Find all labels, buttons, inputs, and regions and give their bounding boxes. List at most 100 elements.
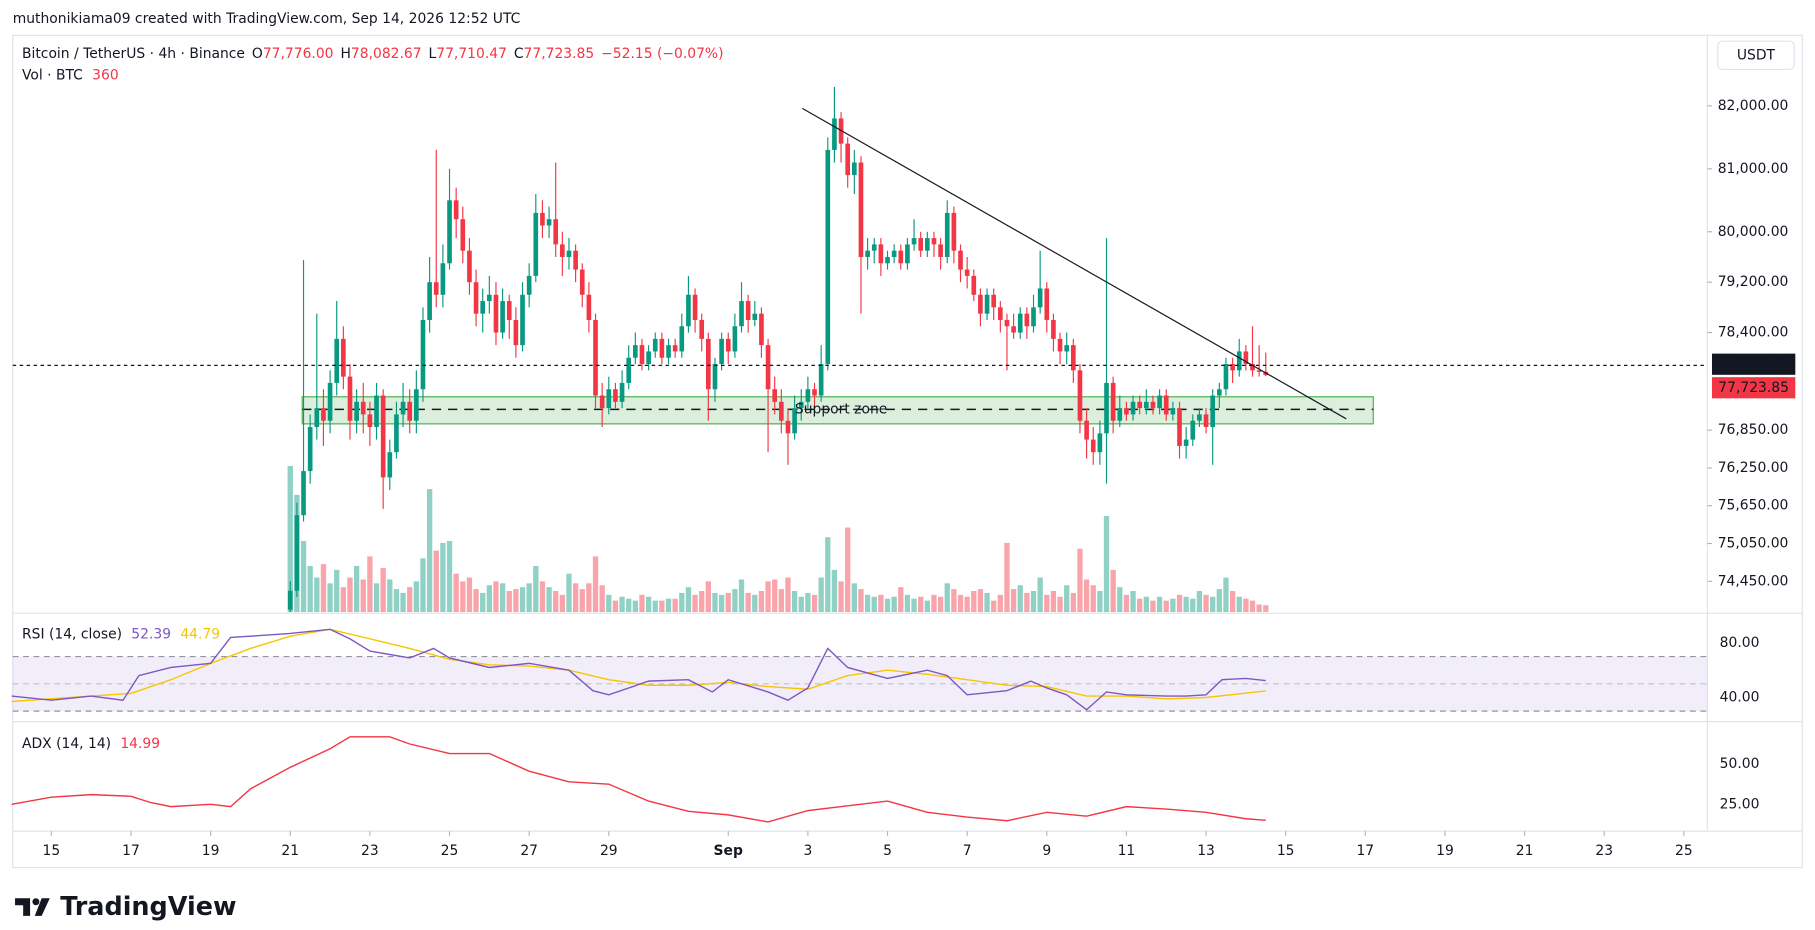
candle-body <box>779 401 784 421</box>
adx-line <box>11 736 1266 823</box>
candle-body <box>566 250 572 257</box>
candle-body <box>858 162 864 257</box>
volume-bar <box>659 600 665 613</box>
volume-bar <box>971 591 977 613</box>
volume-bar <box>407 587 413 613</box>
x-tick-label: 21 <box>281 843 299 859</box>
volume-bar <box>340 587 347 613</box>
candle-body <box>898 250 904 264</box>
volume-bar <box>997 594 1003 613</box>
x-tick-label: 15 <box>1277 843 1295 859</box>
candle-body <box>1011 326 1016 333</box>
volume-bar <box>473 589 479 613</box>
volume-bar <box>1190 598 1196 613</box>
adx-tick-label: 50.00 <box>1720 756 1760 772</box>
volume-bar <box>818 577 824 613</box>
candle-body <box>540 212 545 226</box>
volume-bar <box>1090 585 1096 613</box>
candle-body <box>593 319 598 396</box>
candle-body <box>825 149 831 365</box>
volume-bar <box>758 591 765 613</box>
last-price-label: 77,723.85 <box>1718 380 1789 396</box>
candle-body <box>692 294 698 320</box>
volume-bar <box>811 594 818 613</box>
volume-bar <box>1137 598 1143 613</box>
candle-body <box>1017 313 1023 333</box>
x-tick-label: 15 <box>43 843 61 859</box>
candle-body <box>878 244 884 264</box>
y-tick-label: 74,450.00 <box>1718 573 1789 589</box>
volume-bar <box>884 598 891 613</box>
volume-bar <box>486 585 492 613</box>
volume-bar <box>1223 577 1229 613</box>
candle-body <box>314 408 320 428</box>
volume-bar <box>1103 516 1110 613</box>
adx-legend: ADX (14, 14) 14.99 <box>22 736 160 752</box>
volume-bar <box>586 583 592 613</box>
candle-body <box>984 294 990 314</box>
candle-body <box>599 395 605 409</box>
adx-last: 14.99 <box>120 736 160 752</box>
candle-body <box>852 162 857 176</box>
volume-bar <box>572 583 579 613</box>
volume-bar <box>420 558 426 613</box>
candle-body <box>1256 370 1262 372</box>
volume-bar <box>977 589 984 613</box>
currency[interactable]: USDT <box>1737 47 1776 63</box>
candle-body <box>1037 288 1043 308</box>
volume-bar <box>1004 542 1010 613</box>
candle-body <box>1110 382 1116 421</box>
volume-bar <box>984 592 990 613</box>
legend-field-value: 78,082.67 <box>351 46 422 62</box>
volume-bar <box>373 583 380 613</box>
candle-body <box>506 301 512 320</box>
volume-bar <box>426 489 433 613</box>
volume-bar <box>1229 591 1236 613</box>
volume-bar <box>1163 600 1169 613</box>
volume-bar <box>951 589 957 613</box>
rsi-legend: RSI (14, close) 52.39 44.79 <box>22 626 220 642</box>
x-tick-label: 5 <box>883 843 892 859</box>
candle-body <box>639 345 645 365</box>
y-tick-label: 79,200.00 <box>1718 274 1789 290</box>
candle-body <box>526 275 532 295</box>
candle-body <box>818 364 824 396</box>
candle-body <box>513 319 519 346</box>
candle-body <box>453 200 459 220</box>
x-tick-label: 7 <box>963 843 972 859</box>
volume-bar <box>626 598 632 613</box>
candle-body <box>307 427 313 472</box>
candle-body <box>407 401 413 421</box>
volume-bar <box>592 556 599 613</box>
candle-body <box>606 389 612 409</box>
volume-bar <box>725 592 731 613</box>
adx-title: ADX (14, 14) <box>22 736 111 752</box>
rsi-last: 52.39 <box>131 626 171 642</box>
volume-bar <box>825 537 831 613</box>
volume-bar <box>752 594 758 613</box>
candle-body <box>1084 420 1089 440</box>
currency-box[interactable] <box>1717 40 1795 71</box>
candle-body <box>301 471 306 516</box>
volume-bar <box>1117 587 1123 613</box>
volume-bar <box>1263 605 1269 613</box>
volume-bar <box>632 600 638 613</box>
volume-bar <box>1030 591 1037 613</box>
rsi-tick-label: 80.00 <box>1720 635 1760 651</box>
volume-bar <box>957 594 964 613</box>
candle-body <box>845 143 851 176</box>
volume-bar <box>1064 585 1070 613</box>
volume-bar <box>1097 591 1103 613</box>
legend-field-value: 77,776.00 <box>263 46 334 62</box>
volume-bar <box>1243 598 1249 613</box>
candle-body <box>925 238 930 251</box>
volume-bar <box>1176 594 1183 613</box>
candle-body <box>1170 408 1176 415</box>
candle-body <box>327 382 333 421</box>
volume-bar <box>539 581 546 613</box>
volume-bar <box>513 589 519 613</box>
rsi-band <box>12 656 1708 712</box>
volume-bar <box>745 592 751 613</box>
rsi-tick-label: 40.00 <box>1720 689 1760 705</box>
